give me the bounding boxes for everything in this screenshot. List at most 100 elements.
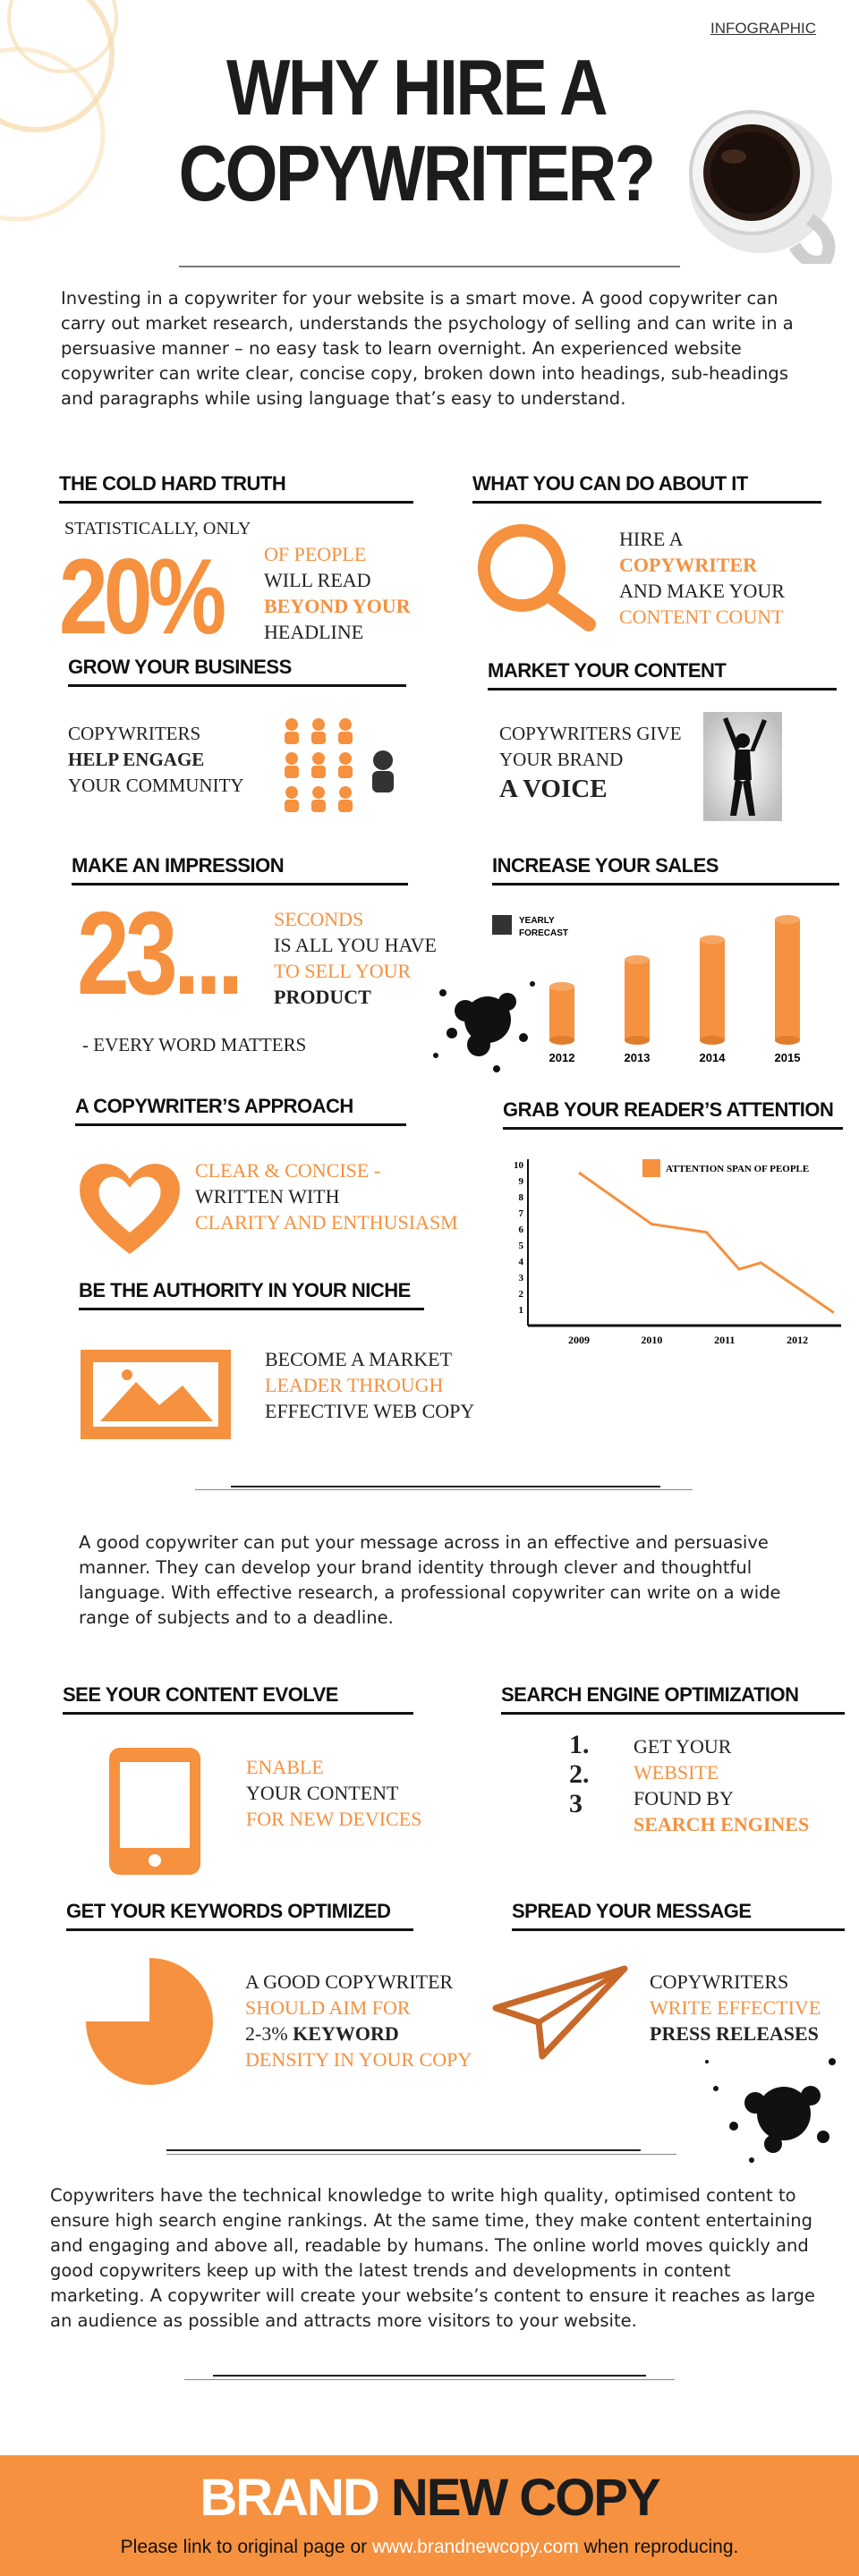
sales-bar-chart: YEARLY FORECAST 2012 2013 2014 2015 xyxy=(492,915,801,1064)
authority-l1: BECOME A MARKET xyxy=(265,1348,453,1370)
attention-y-tick-8: 8 xyxy=(519,1192,524,1203)
underline-spread xyxy=(512,1928,845,1931)
underline-grow xyxy=(68,684,406,687)
sales-bar-2012 xyxy=(549,982,574,1045)
underline-approach xyxy=(75,1123,406,1126)
attention-y-tick-9: 9 xyxy=(519,1176,524,1187)
paper-plane-icon xyxy=(492,1965,628,2060)
sales-label-2012: 2012 xyxy=(549,1051,575,1064)
ink-splatter-1 xyxy=(433,981,535,1072)
heading-keywords: GET YOUR KEYWORDS OPTIMIZED xyxy=(66,1900,391,1922)
heading-impression: MAKE AN IMPRESSION xyxy=(72,854,285,877)
footer-note: Please link to original page or www.bran… xyxy=(0,2537,859,2558)
underline-evolve xyxy=(63,1712,413,1715)
heading-sales: INCREASE YOUR SALES xyxy=(492,854,719,877)
footer-brand-1: BRAND xyxy=(200,2469,379,2527)
underline-market xyxy=(488,688,837,691)
ink-splatter-2 xyxy=(705,2058,836,2163)
impression-text: SECONDS IS ALL YOU HAVE TO SELL YOUR PRO… xyxy=(274,906,437,1010)
underline-keywords xyxy=(66,1928,413,1931)
seo-l4: SEARCH ENGINES xyxy=(634,1813,810,1835)
grow-text: COPYWRITERS HELP ENGAGE YOUR COMMUNITY xyxy=(68,721,244,799)
approach-l1: CLEAR & CONCISE - xyxy=(195,1159,381,1182)
raised-arms-silhouette-icon xyxy=(703,712,782,821)
attention-y-tick-6: 6 xyxy=(519,1224,524,1235)
evolve-l2: YOUR CONTENT xyxy=(246,1782,399,1804)
page-title: WHY HIRE A COPYWRITER? xyxy=(174,45,659,216)
divider-mid-inner xyxy=(231,1486,660,1487)
attention-x-tick-2010: 2010 xyxy=(641,1334,662,1346)
footer-link[interactable]: www.brandnewcopy.com xyxy=(372,2537,579,2557)
market-l2: YOUR BRAND xyxy=(499,749,624,770)
attention-legend-label: ATTENTION SPAN OF PEOPLE xyxy=(666,1164,809,1174)
keywords-text: A GOOD COPYWRITER SHOULD AIM FOR 2-3% KE… xyxy=(245,1969,472,2072)
divider-mid-outer xyxy=(195,1489,693,1490)
seo-number-1: 1. xyxy=(569,1730,590,1759)
community-people-icon xyxy=(285,718,394,812)
market-text: COPYWRITERS GIVE YOUR BRAND xyxy=(499,721,682,773)
spread-l1: COPYWRITERS xyxy=(650,1970,789,1993)
spread-text: COPYWRITERS WRITE EFFECTIVE PRESS RELEAS… xyxy=(650,1969,821,2046)
divider-bottom-outer xyxy=(184,2379,675,2380)
impression-l3: TO SELL YOUR xyxy=(274,960,412,982)
grow-l1: COPYWRITERS xyxy=(68,723,201,744)
what-l3: AND MAKE YOUR xyxy=(619,580,785,602)
keywords-l4: DENSITY IN YOUR COPY xyxy=(245,2048,472,2071)
magnifier-icon xyxy=(478,524,596,631)
footer-brand-2: NEW COPY xyxy=(390,2469,661,2527)
middle-paragraph: A good copywriter can put your message a… xyxy=(79,1532,781,1628)
attention-y-tick-1: 1 xyxy=(519,1305,524,1316)
infographic-tag: INFOGRAPHIC xyxy=(710,20,817,37)
footer-brand: BRAND NEW COPY xyxy=(0,2468,859,2528)
sales-legend-swatch xyxy=(492,915,512,935)
mobile-device-icon xyxy=(109,1748,200,1875)
grow-l3: YOUR COMMUNITY xyxy=(68,775,244,796)
sales-bar-2013 xyxy=(625,955,650,1045)
title-line-1: WHY HIRE A xyxy=(225,43,608,131)
underline-cold xyxy=(59,501,413,504)
attention-series-line xyxy=(578,1171,835,1314)
attention-x-tick-2012: 2012 xyxy=(787,1334,808,1346)
attention-y-tick-2: 2 xyxy=(519,1289,524,1300)
intro-paragraph: Investing in a copywriter for your websi… xyxy=(61,288,794,409)
seo-text: GET YOUR WEBSITE FOUND BY SEARCH ENGINES xyxy=(634,1733,809,1837)
underline-seo xyxy=(501,1712,845,1715)
sales-label-2015: 2015 xyxy=(775,1051,801,1064)
coffee-cup-icon xyxy=(689,110,836,264)
spread-l3: PRESS RELEASES xyxy=(650,2022,819,2045)
evolve-text: ENABLE YOUR CONTENT FOR NEW DEVICES xyxy=(246,1754,421,1832)
divider-top xyxy=(179,266,680,267)
attention-y-tick-4: 4 xyxy=(519,1257,524,1267)
footer-banner: BRAND NEW COPY Please link to original p… xyxy=(0,2455,859,2576)
heading-market: MARKET YOUR CONTENT xyxy=(488,659,727,682)
sales-label-2014: 2014 xyxy=(700,1051,727,1064)
cold-l1: OF PEOPLE xyxy=(264,543,367,565)
footer-note-pre: Please link to original page or xyxy=(120,2537,368,2557)
attention-y-tick-7: 7 xyxy=(519,1208,524,1219)
stat-20-percent: 20% xyxy=(59,537,226,657)
keywords-l3a: 2-3% xyxy=(245,2022,288,2045)
market-l1: COPYWRITERS GIVE xyxy=(499,723,682,744)
keywords-l2: SHOULD AIM FOR xyxy=(245,1996,411,2019)
underline-sales xyxy=(492,883,839,886)
underline-attention xyxy=(503,1127,843,1130)
stat-23-seconds: 23... xyxy=(77,887,243,1019)
attention-x-tick-2009: 2009 xyxy=(568,1334,590,1346)
attention-y-tick-5: 5 xyxy=(519,1241,524,1251)
what-l1: HIRE A xyxy=(619,528,684,550)
authority-l2: LEADER THROUGH xyxy=(265,1374,444,1396)
impression-l2: IS ALL YOU HAVE xyxy=(274,934,437,956)
seo-number-3: 3 xyxy=(569,1789,583,1818)
cold-l4: HEADLINE xyxy=(264,621,364,643)
seo-number-2: 2. xyxy=(569,1759,590,1789)
footer-note-post: when reproducing. xyxy=(583,2537,739,2557)
heading-approach: A COPYWRITER’S APPROACH xyxy=(75,1095,353,1117)
heart-icon xyxy=(80,1164,180,1254)
evolve-l1: ENABLE xyxy=(246,1756,324,1778)
divider-bottom-inner xyxy=(213,2375,646,2377)
what-text: HIRE A COPYWRITER AND MAKE YOUR CONTENT … xyxy=(619,526,785,630)
evolve-l3: FOR NEW DEVICES xyxy=(246,1808,422,1830)
cold-pre: STATISTICALLY, ONLY xyxy=(64,519,251,538)
seo-l3: FOUND BY xyxy=(634,1787,734,1809)
